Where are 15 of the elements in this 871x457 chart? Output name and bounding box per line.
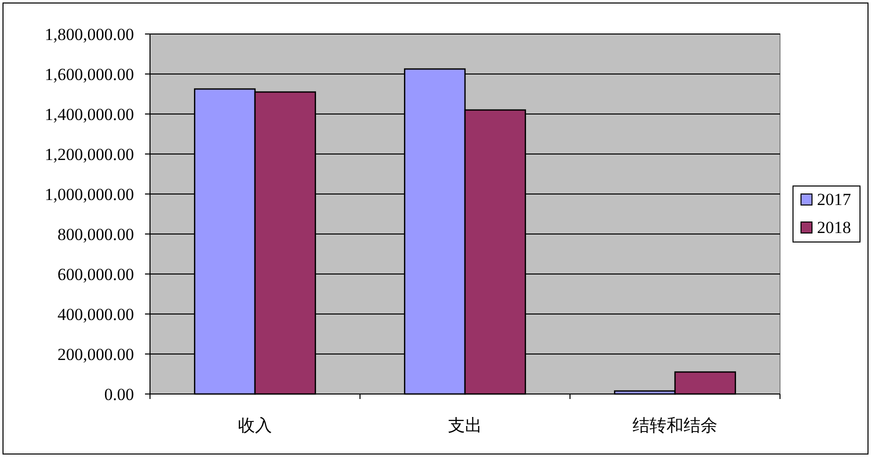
legend-label: 2018 [817, 218, 851, 237]
x-tick-label: 收入 [238, 416, 272, 435]
x-tick-label: 结转和结余 [632, 416, 718, 435]
y-tick-label: 1,400,000.00 [44, 105, 134, 124]
y-tick-label: 1,000,000.00 [44, 185, 134, 204]
y-tick-label: 0.00 [104, 385, 134, 404]
y-tick-label: 1,800,000.00 [44, 25, 134, 44]
x-tick-label: 支出 [448, 416, 482, 435]
y-tick-label: 1,200,000.00 [44, 145, 134, 164]
y-tick-label: 200,000.00 [58, 345, 134, 364]
y-tick-label: 600,000.00 [58, 265, 134, 284]
legend-label: 2017 [817, 190, 852, 209]
y-tick-label: 1,600,000.00 [44, 65, 134, 84]
y-tick-label: 400,000.00 [58, 305, 134, 324]
y-tick-label: 800,000.00 [58, 225, 134, 244]
